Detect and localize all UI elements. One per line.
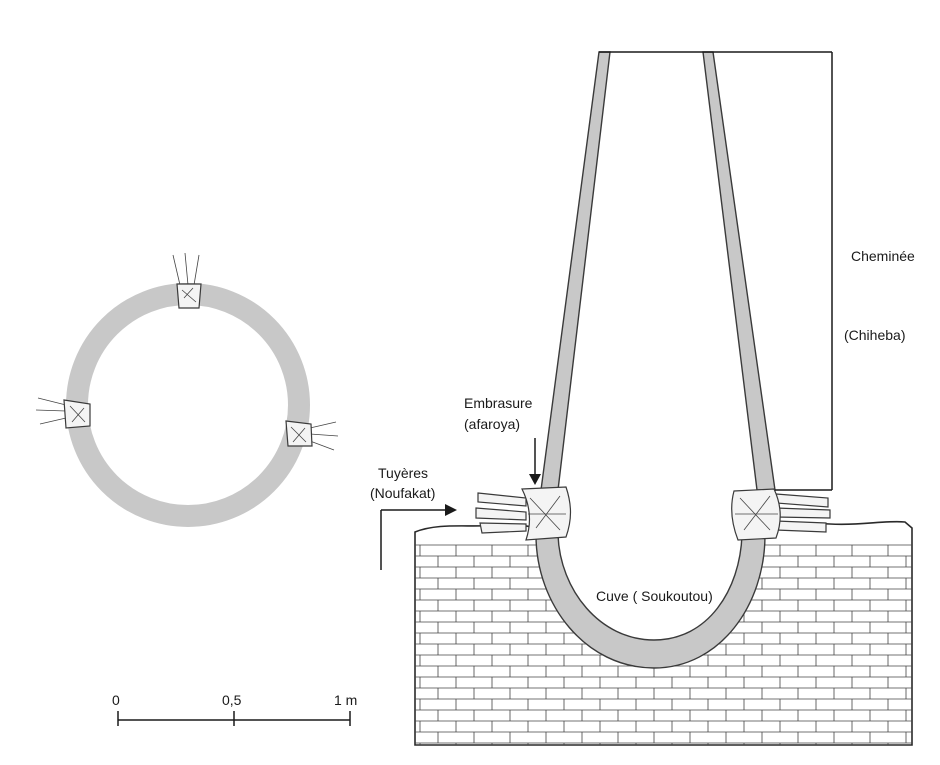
plan-view (35, 252, 339, 527)
chimney-label: Cheminée (851, 248, 915, 264)
furnace-wall (535, 51, 832, 669)
chimney-bracket (775, 52, 833, 491)
scale-tick-half: 0,5 (222, 692, 242, 708)
ground-mass (414, 520, 913, 746)
scale-tick-1m: 1 m (334, 692, 357, 708)
section-tuyere-right (731, 488, 831, 541)
plan-furnace-ring (66, 283, 310, 527)
embrasure-label: Embrasure (464, 395, 533, 411)
embrasure-arrow (529, 438, 541, 485)
plan-tuyere-right (285, 420, 339, 451)
scale-tick-0: 0 (112, 692, 120, 708)
chimney-local-label: (Chiheba) (844, 327, 905, 343)
section-view: Cheminée (Chiheba) Embrasure (afaroya) T… (370, 51, 915, 746)
plan-tuyere-left (35, 397, 91, 429)
tuyere-label: Tuyères (378, 465, 428, 481)
vat-label: Cuve ( Soukoutou) (596, 588, 713, 604)
tuyere-arrow (380, 504, 457, 570)
plan-tuyere-top (172, 252, 202, 309)
section-tuyere-left (475, 486, 572, 541)
scale-bar: 0 0,5 1 m (112, 692, 357, 726)
embrasure-local-label: (afaroya) (464, 416, 520, 432)
tuyere-local-label: (Noufakat) (370, 485, 435, 501)
